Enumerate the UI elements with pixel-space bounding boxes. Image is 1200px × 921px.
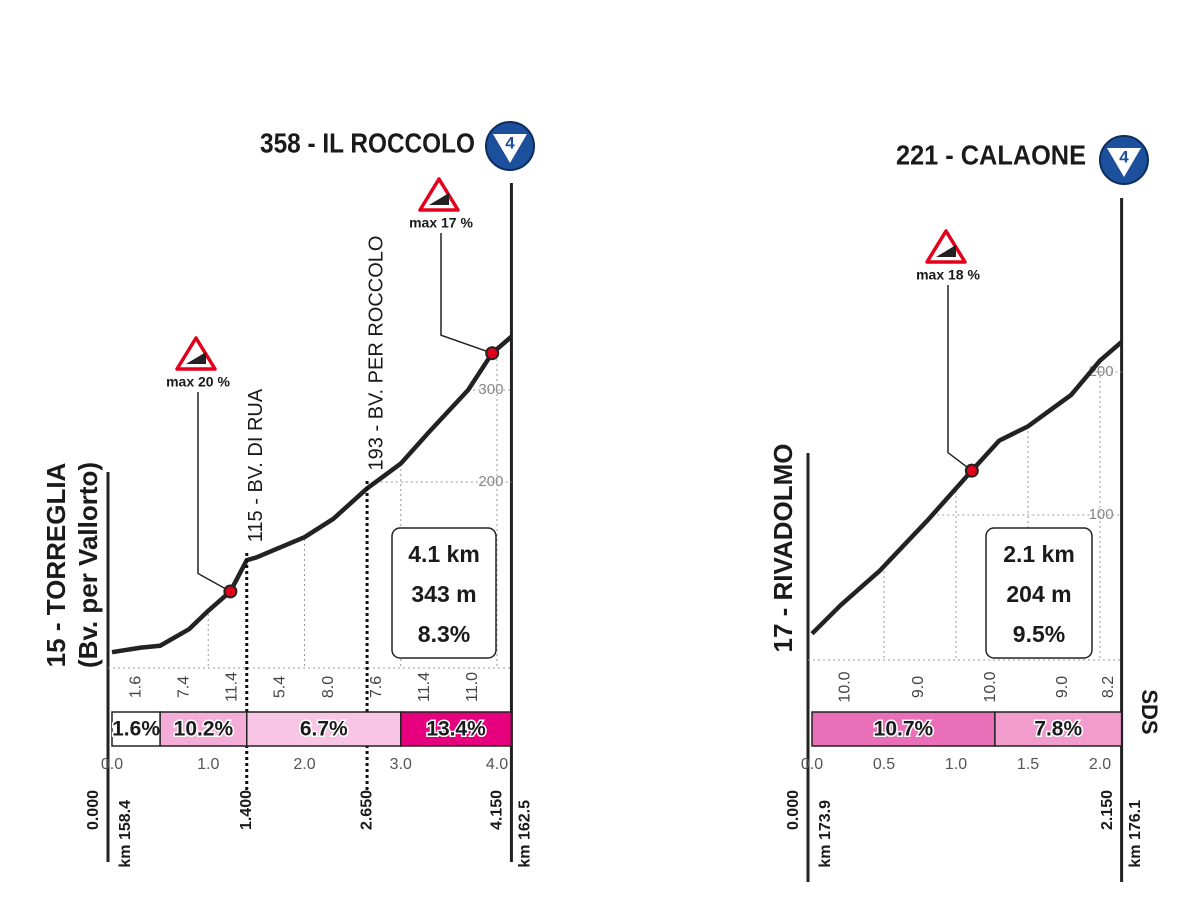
km-gradient: 9.0 (1054, 676, 1071, 698)
x-tick-label: 4.0 (486, 756, 508, 773)
segment-label: 10.2% (174, 718, 234, 741)
gradient-segment (994, 711, 1123, 747)
warning-slope (936, 245, 956, 257)
badge-category: 4 (505, 133, 515, 152)
km-gradient: 10.0 (836, 671, 853, 702)
badge-triangle (493, 134, 527, 163)
km-gradient: 8.0 (320, 676, 337, 698)
warning-icon (175, 336, 217, 371)
leader-line (440, 233, 493, 354)
km-gradient: 5.4 (272, 676, 289, 698)
y-tick-label: 300 (478, 381, 503, 398)
profile-line (111, 334, 513, 655)
start-label: (Bv. per Vallorto) (73, 462, 103, 668)
km-gradient: 9.0 (910, 676, 927, 698)
climb-title: 221 - CALAONE (896, 139, 1086, 170)
x-tick-label: 0.0 (101, 756, 123, 773)
leader-line (197, 392, 231, 593)
start-label: 15 - TORREGLIA (41, 462, 71, 667)
max-gradient-point (964, 463, 979, 478)
km-gradient: 10.0 (982, 671, 999, 702)
distance-label: 2.150 (1099, 790, 1116, 830)
warning-slope (429, 193, 449, 205)
segment-label: 1.6% (112, 718, 160, 741)
waypoint-label: 115 - BV. DI RUA (245, 388, 267, 542)
badge-triangle (1107, 148, 1141, 177)
segment-label: 6.7% (300, 718, 348, 741)
gradient-segment (111, 711, 161, 747)
summary-box (985, 527, 1093, 659)
x-tick-label: 1.5 (1017, 756, 1039, 773)
leader-line (947, 285, 973, 472)
badge-category: 4 (1119, 147, 1129, 166)
km-gradient: 11.4 (416, 672, 433, 702)
distance-label: 1.400 (238, 790, 255, 830)
max-gradient-label: max 20 % (166, 374, 230, 390)
km-gradient: 11.4 (224, 672, 241, 702)
x-tick-label: 0.0 (801, 756, 823, 773)
segment-label: 13.4% (426, 718, 486, 741)
warning-icon (925, 229, 967, 264)
climb-title: 358 - IL ROCCOLO (260, 127, 475, 158)
distance-label: 0.000 (85, 790, 102, 830)
x-tick-label: 3.0 (390, 756, 412, 773)
segment-label: 7.8% (1034, 718, 1082, 741)
km-gradient: 11.0 (464, 672, 481, 702)
km-label: km 173.9 (817, 800, 834, 868)
x-tick-label: 1.0 (945, 756, 967, 773)
gradient-segment (246, 711, 402, 747)
x-tick-label: 2.0 (293, 756, 315, 773)
distance-label: 0.000 (785, 790, 802, 830)
summary-text: 9.5% (1013, 621, 1065, 647)
km-gradient: 8.2 (1100, 676, 1117, 698)
segment-label: 10.7% (874, 718, 934, 741)
summary-box (391, 527, 497, 659)
distance-label: 4.150 (489, 790, 506, 830)
x-tick-label: 2.0 (1089, 756, 1111, 773)
y-tick-label: 200 (478, 473, 503, 490)
km-label: km 162.5 (517, 800, 534, 868)
start-label: 17 - RIVADOLMO (768, 444, 798, 653)
max-gradient-point (485, 346, 500, 361)
km-gradient: 7.4 (175, 676, 192, 698)
distance-label: 2.650 (358, 790, 375, 830)
gradient-segment (811, 711, 996, 747)
max-gradient-point (223, 584, 238, 599)
logo: SDS (1137, 689, 1162, 734)
km-label: km 158.4 (117, 800, 134, 868)
warning-icon (418, 177, 460, 212)
summary-text: 204 m (1006, 581, 1071, 607)
y-tick-label: 100 (1089, 506, 1114, 523)
summary-text: 8.3% (418, 621, 470, 647)
summary-text: 4.1 km (408, 541, 480, 567)
km-label: km 176.1 (1127, 800, 1144, 868)
profile-line (810, 340, 1124, 636)
summary-text: 2.1 km (1003, 541, 1075, 567)
warning-slope (186, 352, 206, 364)
summary-text: 343 m (411, 581, 476, 607)
max-gradient-label: max 18 % (916, 267, 980, 283)
gradient-segment (400, 711, 513, 747)
km-gradient: 7.6 (368, 676, 385, 698)
waypoint-label: 193 - BV. PER ROCCOLO (365, 236, 387, 471)
gradient-segment (159, 711, 248, 747)
x-tick-label: 1.0 (197, 756, 219, 773)
km-gradient: 1.6 (127, 676, 144, 698)
x-tick-label: 0.5 (873, 756, 895, 773)
max-gradient-label: max 17 % (409, 215, 473, 231)
